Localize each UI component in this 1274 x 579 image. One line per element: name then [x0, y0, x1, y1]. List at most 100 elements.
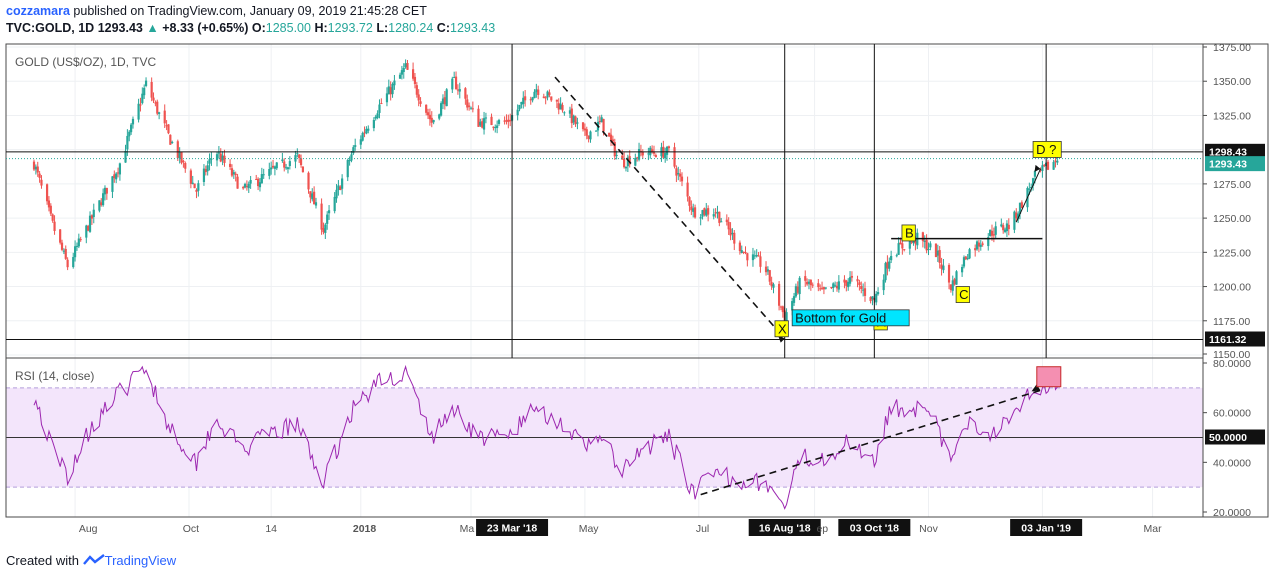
candle-body	[796, 286, 799, 293]
label-bottom-for-gold-text: Bottom for Gold	[795, 310, 886, 325]
candle-body	[1041, 165, 1044, 171]
candle-body	[230, 168, 234, 176]
candle-body	[953, 279, 956, 285]
candle-body	[860, 285, 863, 290]
candle-body	[118, 163, 122, 175]
candle-body	[623, 158, 626, 168]
price-series	[32, 59, 1059, 326]
candle-body	[1043, 164, 1046, 166]
time-axis-marker-bg	[476, 519, 549, 536]
candle-body	[256, 178, 260, 187]
candle-body	[1005, 223, 1009, 232]
candle-body	[581, 122, 585, 130]
candle-body	[62, 250, 65, 252]
open-value: 1285.00	[265, 21, 311, 35]
candle-body	[949, 284, 953, 290]
open-label: O:	[251, 21, 266, 35]
candle-body	[843, 279, 846, 283]
candle-body	[497, 120, 501, 124]
candle-body	[888, 261, 891, 269]
tradingview-logo-icon	[82, 554, 105, 565]
cd-arrow-line	[1015, 168, 1041, 223]
candle-body	[1031, 178, 1035, 186]
candle-body	[77, 238, 80, 247]
author-link[interactable]: cozzamara	[6, 4, 70, 18]
candle-body	[115, 173, 118, 180]
candle-body	[176, 141, 179, 158]
rsi-series	[33, 364, 1058, 510]
candle-body	[286, 167, 290, 170]
candle-body	[415, 85, 418, 95]
price-axis-label: 1375.00	[1213, 42, 1251, 54]
candle-body	[875, 293, 878, 303]
candle-body	[546, 91, 549, 98]
candle-body	[204, 168, 207, 173]
candle-body	[219, 153, 222, 162]
footer: Created with TradingView	[6, 553, 176, 568]
candle-body	[299, 158, 303, 166]
candle-body	[770, 282, 773, 287]
candle-body	[621, 155, 624, 160]
candle-body	[361, 132, 364, 141]
candle-body	[45, 184, 49, 202]
candle-body	[268, 169, 271, 176]
candle-body	[951, 280, 954, 291]
label-b-bg	[901, 224, 916, 242]
candle-body	[197, 183, 200, 191]
candle-body	[100, 202, 103, 206]
candle-body	[169, 134, 172, 145]
candle-body	[613, 142, 616, 157]
label-x-bg	[774, 320, 789, 338]
candle-body	[936, 250, 939, 256]
candle-body	[150, 81, 153, 98]
tradingview-brand[interactable]: TradingView	[104, 553, 177, 568]
candle-body	[921, 232, 924, 242]
candle-body	[1033, 171, 1037, 177]
price-axis-label: 1275.00	[1213, 179, 1251, 191]
candle-body	[60, 242, 64, 250]
candle-body	[871, 296, 874, 300]
candle-body	[966, 258, 969, 260]
candle-body	[191, 182, 194, 184]
price-axis-label: 1175.00	[1213, 316, 1250, 328]
candle-body	[665, 146, 669, 155]
candle-body	[242, 187, 245, 189]
candle-body	[600, 117, 603, 123]
candle-body	[1020, 202, 1023, 209]
label-c-bg	[955, 286, 970, 303]
candle-body	[496, 125, 499, 129]
candle-body	[490, 116, 493, 126]
candle-body	[832, 283, 835, 288]
candle-body	[98, 200, 101, 211]
candle-body	[298, 154, 301, 158]
candle-body	[243, 183, 247, 188]
candle-body	[772, 284, 775, 288]
candle-body	[341, 178, 344, 189]
candle-body	[929, 243, 932, 248]
candle-body	[354, 145, 357, 147]
candle-body	[535, 89, 538, 93]
candle-body	[208, 159, 211, 164]
candle-body	[820, 287, 824, 289]
candle-body	[337, 185, 340, 190]
up-arrow-icon: ▲	[146, 21, 159, 35]
price-axis-label: 1350.00	[1213, 76, 1251, 88]
candle-body	[105, 187, 108, 194]
price-axis-label: 1150.00	[1213, 349, 1250, 361]
candle-body	[374, 116, 377, 119]
time-axis-marker-label: 23 Mar '18	[487, 523, 538, 535]
candle-body	[778, 283, 781, 306]
candle-body	[103, 187, 107, 195]
candle-body	[768, 270, 771, 282]
candle-body	[677, 173, 680, 175]
candle-body	[792, 296, 796, 303]
candle-body	[352, 147, 355, 154]
candle-body	[217, 152, 220, 154]
candle-body	[466, 99, 469, 108]
time-axis-label: 14	[265, 523, 277, 535]
candle-body	[764, 266, 768, 273]
candle-body	[589, 131, 592, 140]
time-axis-marker-label: 03 Jan '19	[1021, 523, 1071, 535]
candle-body	[651, 149, 654, 152]
